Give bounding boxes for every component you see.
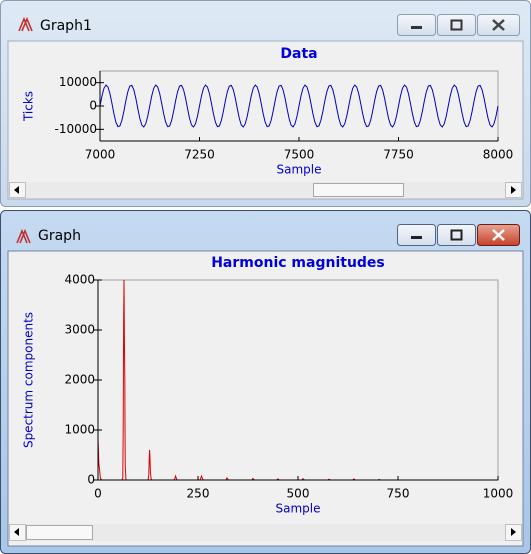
maximize-button[interactable] bbox=[437, 14, 476, 36]
data-line bbox=[99, 84, 499, 128]
window-title: Graph1 bbox=[40, 18, 92, 34]
x-axis-label: Sample bbox=[276, 502, 321, 516]
x-tick-label: 500 bbox=[287, 487, 310, 501]
x-tick-label: 7750 bbox=[383, 148, 414, 162]
x-axis-label: Sample bbox=[277, 163, 322, 177]
plot-area bbox=[97, 279, 499, 481]
close-button[interactable] bbox=[477, 14, 520, 36]
close-button[interactable] bbox=[477, 224, 520, 246]
x-tick-label: 7500 bbox=[284, 148, 315, 162]
y-tick-label: 4000 bbox=[64, 273, 95, 287]
y-axis-label: Ticks bbox=[22, 91, 36, 122]
charts: 7000 7250 7500 7750 8000-10000010000DataSamp… bbox=[22, 46, 514, 516]
chart-title: Data bbox=[280, 46, 317, 62]
x-tick-label: 7250 bbox=[184, 148, 215, 162]
minimize-button[interactable] bbox=[397, 14, 436, 36]
x-tick-label: 250 bbox=[187, 487, 210, 501]
y-tick-label: 0 bbox=[89, 99, 97, 113]
x-tick-label: 1000 bbox=[483, 487, 514, 501]
y-tick-label: 1000 bbox=[64, 423, 95, 437]
y-tick-label: 3000 bbox=[64, 323, 95, 337]
y-tick-label: 0 bbox=[87, 473, 95, 487]
app-icon bbox=[18, 16, 33, 32]
maximize-button[interactable] bbox=[437, 224, 476, 246]
y-tick-label: -10000 bbox=[54, 122, 97, 136]
scrollbar[interactable] bbox=[9, 182, 522, 198]
window-title: Graph bbox=[38, 228, 81, 244]
y-tick-label: 2000 bbox=[64, 373, 95, 387]
y-axis-label: Spectrum components bbox=[22, 312, 36, 448]
chart-title: Harmonic magnitudes bbox=[211, 255, 385, 271]
x-tick-label: 0 bbox=[94, 487, 102, 501]
x-tick-label: 7000 bbox=[85, 148, 116, 162]
x-tick-label: 8000 bbox=[483, 148, 514, 162]
minimize-button[interactable] bbox=[397, 224, 436, 246]
scrollbar[interactable] bbox=[9, 524, 522, 541]
y-tick-label: 10000 bbox=[59, 75, 97, 89]
app-icon bbox=[16, 228, 31, 244]
x-tick-label: 750 bbox=[387, 487, 410, 501]
